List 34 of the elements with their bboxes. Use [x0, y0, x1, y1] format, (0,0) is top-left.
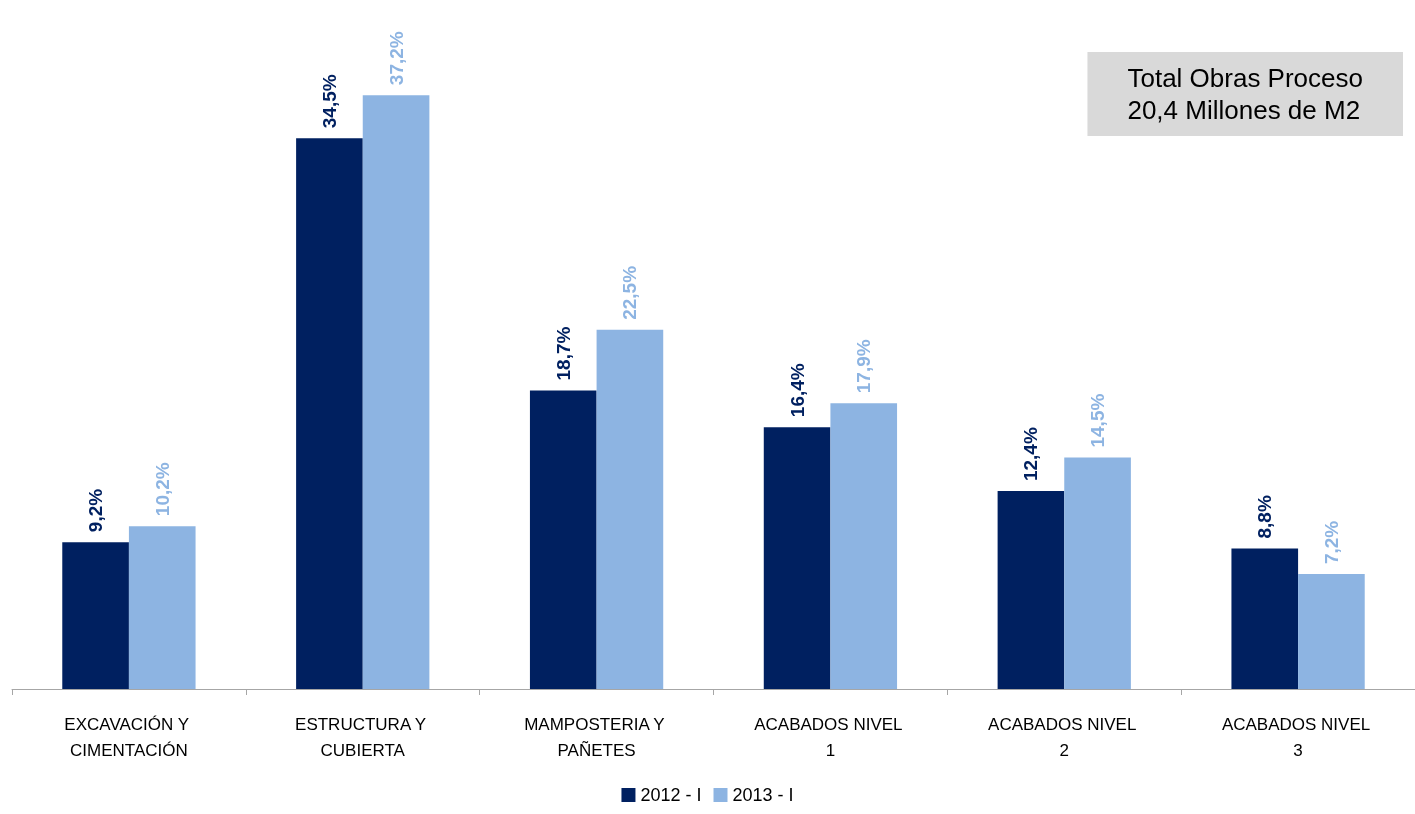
data-label: 37,2%	[385, 31, 407, 86]
bar	[1231, 548, 1299, 689]
data-label: 9,2%	[85, 488, 107, 533]
bar	[62, 542, 129, 689]
data-label: 16,4%	[786, 363, 808, 418]
data-label: 18,7%	[552, 326, 574, 381]
bar	[1298, 574, 1365, 689]
x-tick-label: MAMPOSTERIA Y PAÑETES	[524, 714, 670, 760]
x-tick-label: EXCAVACIÓN Y CIMENTACIÓN	[64, 714, 194, 760]
data-label: 12,4%	[1020, 427, 1042, 482]
x-tick-label: ESTRUCTURA Y CUBIERTA	[295, 714, 431, 760]
data-label: 8,8%	[1254, 495, 1276, 539]
annotation: 20,4 Millones de M2	[1127, 95, 1361, 125]
legend-label: 2013 - I	[732, 785, 794, 805]
text: Total Obras Proceso	[1127, 63, 1364, 93]
bar	[596, 329, 664, 689]
bar	[529, 390, 597, 689]
data-label: 10,2%	[151, 462, 173, 517]
data-label: 17,9%	[853, 339, 875, 394]
data-label: 7,2%	[1320, 520, 1342, 565]
x-tick-label: ACABADOS NIVEL 3	[1221, 714, 1375, 760]
bar	[763, 427, 831, 689]
bar	[296, 138, 363, 689]
bar	[362, 95, 430, 689]
x-tick-label: ACABADOS NIVEL 1	[754, 714, 907, 760]
bar	[1064, 457, 1131, 689]
bar	[997, 491, 1065, 689]
bar	[128, 526, 196, 689]
data-label: 22,5%	[619, 265, 641, 320]
data-label: 14,5%	[1087, 393, 1109, 448]
x-tick-label: ACABADOS NIVEL 2	[988, 714, 1141, 760]
legend-label: 2012 - I	[640, 785, 702, 805]
bar	[830, 403, 898, 689]
data-label: 34,5%	[318, 74, 340, 129]
